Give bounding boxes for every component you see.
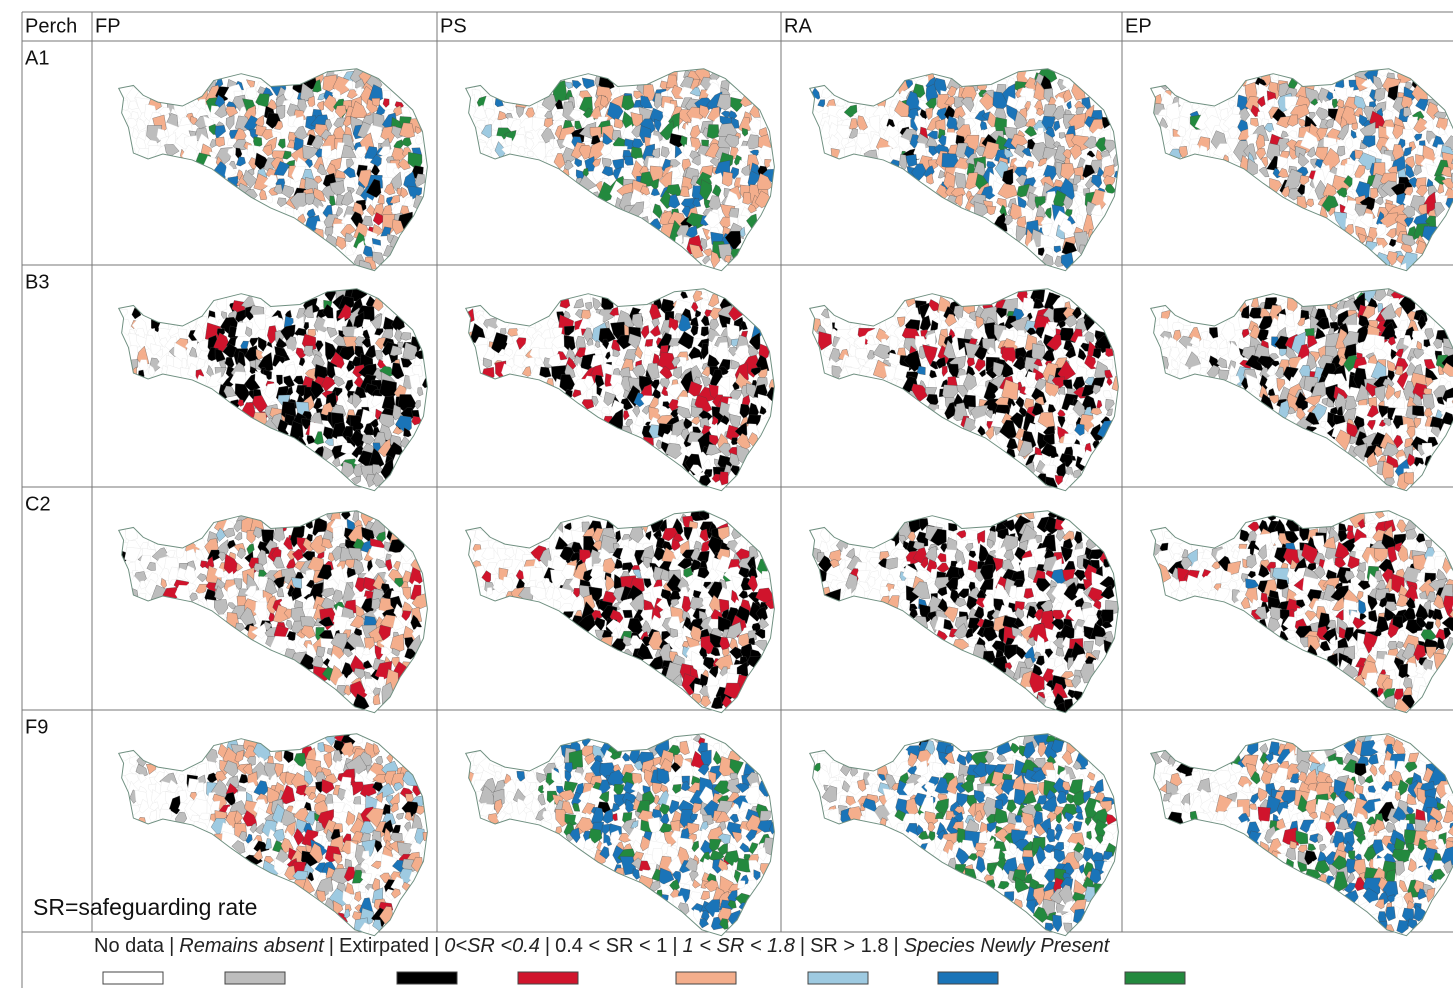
map bbox=[810, 66, 1122, 271]
row-header: A1 bbox=[25, 47, 49, 69]
map-patch bbox=[886, 558, 898, 570]
column-header: PS bbox=[440, 15, 467, 37]
map bbox=[465, 728, 778, 936]
map bbox=[1146, 66, 1453, 275]
figure: Perch FP PS RA EP A1 B3 C2 F9 bbox=[0, 0, 1453, 988]
map-patch bbox=[1077, 186, 1083, 193]
map-patch bbox=[120, 100, 129, 111]
map-patch bbox=[503, 559, 513, 568]
map bbox=[117, 66, 432, 278]
map-patch bbox=[1023, 298, 1035, 312]
map-patches bbox=[462, 67, 782, 268]
map-patches bbox=[1146, 66, 1453, 275]
map bbox=[1150, 285, 1453, 491]
column-header: FP bbox=[95, 15, 121, 37]
map bbox=[463, 286, 778, 490]
map bbox=[810, 286, 1124, 492]
column-header: EP bbox=[1125, 15, 1152, 37]
map-patch bbox=[1352, 123, 1358, 130]
map-patch bbox=[707, 124, 719, 138]
map-patch bbox=[216, 137, 225, 147]
map-patch bbox=[624, 156, 633, 165]
map bbox=[463, 507, 777, 712]
map-patch bbox=[645, 339, 653, 346]
row-header: F9 bbox=[25, 716, 48, 738]
map-patch bbox=[743, 192, 752, 204]
map-patch bbox=[527, 151, 533, 156]
map-patch bbox=[722, 172, 733, 187]
map-patches bbox=[117, 506, 428, 713]
map bbox=[810, 509, 1120, 719]
map-patch bbox=[1412, 406, 1424, 416]
map bbox=[117, 506, 428, 713]
page: {"table": {"columns": ["Perch", "FP", "P… bbox=[0, 0, 1453, 988]
map-patch bbox=[314, 228, 324, 240]
map bbox=[462, 67, 782, 270]
map-patch bbox=[1149, 523, 1164, 543]
column-header: Perch bbox=[25, 15, 77, 37]
map-patch bbox=[197, 593, 203, 600]
column-header: RA bbox=[784, 15, 812, 37]
map-patch bbox=[1404, 472, 1413, 484]
row-header: B3 bbox=[25, 271, 49, 293]
map-patch bbox=[125, 524, 137, 541]
map bbox=[1149, 508, 1453, 716]
row-header: C2 bbox=[25, 493, 51, 515]
map-patch bbox=[731, 438, 737, 445]
map bbox=[119, 282, 430, 491]
